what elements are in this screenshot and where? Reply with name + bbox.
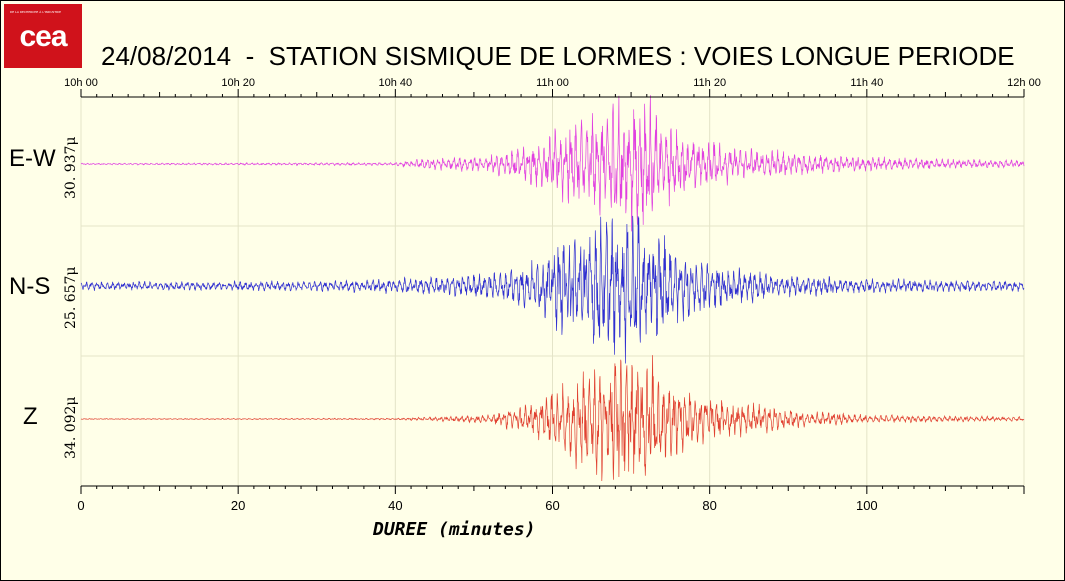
axes [80,89,1025,494]
scale-label-ns: 25. 657μ [63,266,79,329]
top-tick-label: 11h 40 [850,77,883,89]
top-tick-label: 10h 00 [64,77,98,89]
chart-title: 24/08/2014 - STATION SISMIQUE DE LORMES … [101,41,1015,71]
channel-label-z: Z [23,403,38,430]
scale-label-ew: 30. 937μ [63,136,79,199]
scale-label-z: 34. 092μ [63,396,79,459]
channel-label-ns: N-S [9,273,51,300]
trace-ns [80,215,1025,364]
seismic-traces [80,95,1025,482]
trace-ew [80,95,1025,232]
tick-labels: 10h 00 10h 20 10h 40 11h 00 11h 20 11h 40 12h … [64,77,1041,540]
top-tick-label: 11h 00 [536,77,569,89]
cea-logo: DE LA RECHERCHE À L'INDUSTRIE cea [4,4,82,68]
bottom-tick-label: 60 [545,498,559,513]
top-tick-label: 12h 00 [1007,77,1041,89]
bottom-tick-label: 40 [388,498,402,513]
top-tick-label: 10h 40 [379,77,413,89]
logo-tagline: DE LA RECHERCHE À L'INDUSTRIE [10,10,62,14]
top-tick-label: 10h 20 [221,77,255,89]
trace-z [80,355,1025,482]
bottom-tick-label: 80 [702,498,716,513]
grid-lines [80,97,1025,486]
bottom-tick-label: 0 [77,498,84,513]
channel-label-ew: E-W [9,145,56,172]
x-axis-label: DUREE (minutes) [372,519,536,540]
bottom-tick-label: 20 [231,498,245,513]
top-tick-label: 11h 20 [693,77,726,89]
bottom-tick-label: 100 [856,498,878,513]
logo-text: cea [19,20,67,53]
